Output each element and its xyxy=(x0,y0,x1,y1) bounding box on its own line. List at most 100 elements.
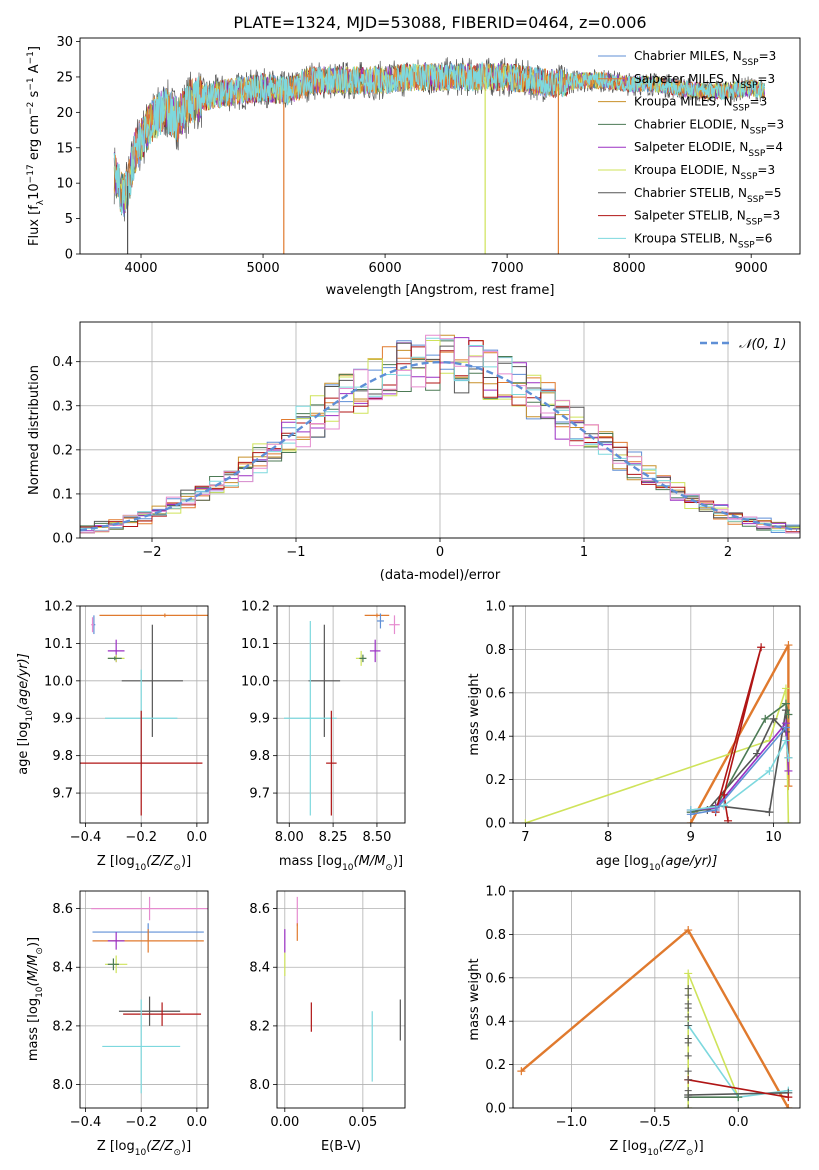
errorbar-point xyxy=(102,999,181,1094)
x-tick-label: 9000 xyxy=(735,261,768,276)
y-tick-label: 8.4 xyxy=(249,961,270,976)
weight-series xyxy=(714,646,762,821)
x-tick-label: 8.25 xyxy=(319,830,348,845)
x-tick-label: 9 xyxy=(687,830,695,845)
legend-label: Salpeter STELIB, NSSP=3 xyxy=(634,209,780,228)
label-part: (age/yr)] xyxy=(16,653,31,710)
weight-marker xyxy=(684,1104,692,1108)
label-part: )] xyxy=(26,937,41,947)
errorbar-point xyxy=(99,613,208,618)
weight-marker xyxy=(769,714,778,723)
x-tick-label: −0.5 xyxy=(639,1115,671,1130)
label-part: Z [log xyxy=(609,1139,647,1154)
y-tick-label: 9.9 xyxy=(52,712,73,727)
y-axis-label: Normed distribution xyxy=(27,365,42,495)
weight-marker xyxy=(781,699,790,708)
errorbar-point xyxy=(118,996,181,1026)
label-part: E(B-V) xyxy=(321,1139,361,1154)
spectrum-line xyxy=(113,61,766,215)
errorbar-point xyxy=(359,654,367,663)
x-tick-label: 0.00 xyxy=(270,1115,299,1130)
errorbars xyxy=(91,896,208,1094)
label-part: (Z/Z xyxy=(146,1139,174,1154)
label-part: ⊙ xyxy=(173,1148,181,1158)
y-tick-label: 0.3 xyxy=(52,399,73,414)
axes-frame xyxy=(79,321,801,539)
legend-label: Chabrier ELODIE, NSSP=3 xyxy=(634,117,784,136)
weight-marker xyxy=(719,790,728,799)
x-tick-label: 8000 xyxy=(613,261,646,276)
y-tick-label: 15 xyxy=(56,141,73,156)
label-part: SSP xyxy=(741,81,758,91)
y-tick-label: 0.8 xyxy=(485,928,506,943)
label-part: SSP xyxy=(738,240,755,250)
y-tick-label: 0.2 xyxy=(485,1058,506,1073)
y-tick-label: 0.6 xyxy=(485,971,506,986)
weight-marker xyxy=(784,710,793,719)
weight-marker xyxy=(684,1067,692,1075)
errorbars xyxy=(284,896,401,1082)
y-tick-label: 8.6 xyxy=(52,902,73,917)
label-part: 10 xyxy=(647,1148,659,1158)
label-part: λ xyxy=(36,199,46,205)
weight-marker xyxy=(784,1104,793,1108)
label-part: (age/yr)] xyxy=(660,854,717,869)
y-tick-label: 0.0 xyxy=(52,532,73,547)
x-tick-label: −1 xyxy=(286,545,305,560)
weight-marker xyxy=(517,1067,526,1076)
label-part: SSP xyxy=(748,149,765,159)
weight-marker xyxy=(686,819,695,823)
label-part: Salpeter MILES, N xyxy=(634,72,741,86)
x-tick-label: 8 xyxy=(604,830,612,845)
label-part: =6 xyxy=(755,231,773,245)
errorbar-point xyxy=(91,617,94,633)
errorbar-point xyxy=(80,710,203,816)
residuals-panel: −2 −1 0 1 2 0.0 0.1 0.2 0.3 0.4 𝒩(0, 1) (data-model… xyxy=(27,321,801,583)
label-part: −1 xyxy=(26,77,36,90)
legend-label: Salpeter ELODIE, NSSP=4 xyxy=(634,140,783,159)
errorbar-point xyxy=(369,639,381,663)
x-tick-label: 7 xyxy=(521,830,529,845)
weight-marker xyxy=(684,1013,692,1021)
label-part: age [log xyxy=(16,722,31,775)
x-axis-label: (data-model)/error xyxy=(380,568,501,583)
errorbar-point xyxy=(308,624,341,737)
label-part: )] xyxy=(694,1139,704,1154)
weight-marker xyxy=(711,805,720,814)
label-part: mass [log xyxy=(279,854,342,869)
axes-frame xyxy=(79,605,209,824)
weight-marker xyxy=(684,1087,692,1095)
weight-marker xyxy=(784,1093,793,1102)
label-part: Kroupa MILES, N xyxy=(634,95,733,109)
weight-marker xyxy=(765,766,774,775)
histogram-series xyxy=(80,334,800,534)
y-axis-label: mass weight xyxy=(467,958,482,1040)
y-tick-label: 8.6 xyxy=(249,902,270,917)
weight-marker xyxy=(781,723,790,732)
y-tick-label: 0.0 xyxy=(485,1102,506,1117)
y-tick-label: 10.1 xyxy=(44,637,73,652)
label-part: =3 xyxy=(750,95,768,109)
y-axis-label: mass weight xyxy=(467,673,482,755)
y-tick-label: 30 xyxy=(56,35,73,50)
x-tick-label: −1.0 xyxy=(556,1115,588,1130)
label-part: A xyxy=(27,64,42,77)
errorbar-point xyxy=(121,624,183,737)
x-tick-label: 0.0 xyxy=(187,830,208,845)
label-part: Salpeter STELIB, N xyxy=(634,209,746,223)
y-tick-label: 10 xyxy=(56,177,73,192)
errorbar-point xyxy=(389,615,400,635)
label-part: =3 xyxy=(757,72,775,86)
spectrum-lines xyxy=(113,57,766,254)
weight-marker xyxy=(684,926,693,935)
weight-marker xyxy=(784,819,793,823)
weight-marker xyxy=(781,684,790,693)
label-part: SSP xyxy=(750,126,767,136)
errorbar-point xyxy=(91,896,208,921)
legend-label: Chabrier STELIB, NSSP=5 xyxy=(634,186,782,205)
legend-label: Kroupa MILES, NSSP=3 xyxy=(634,95,767,114)
age_vs_Z-panel: −0.4 −0.2 0.09.79.89.910.010.110.2Z [log10… xyxy=(16,600,209,873)
y-tick-label: 0.0 xyxy=(485,817,506,832)
y-tick-label: 5 xyxy=(65,212,73,227)
weight-marker xyxy=(684,1035,692,1043)
